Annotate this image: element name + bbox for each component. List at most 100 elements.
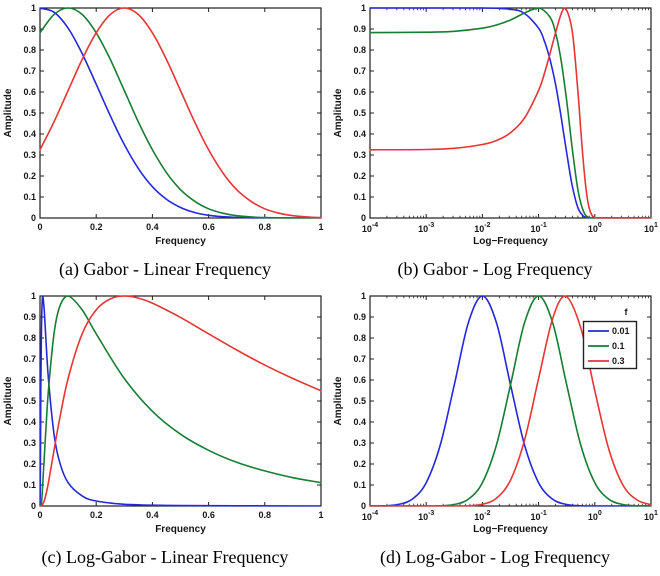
x-axis-label: Frequency — [155, 236, 206, 247]
y-tick-label: 0.6 — [353, 375, 366, 385]
x-tick-label: 0.6 — [202, 222, 215, 232]
y-tick-label: 0.5 — [353, 108, 366, 118]
y-tick-label: 0.7 — [23, 354, 36, 364]
y-tick-label: 0.3 — [353, 150, 366, 160]
y-tick-label: 1 — [31, 291, 36, 301]
y-tick-label: 0 — [31, 213, 36, 223]
x-axis-label: Log−Frequency — [473, 524, 548, 535]
y-tick-label: 0.1 — [23, 480, 36, 490]
curve-f-0.01 — [369, 7, 652, 219]
x-tick-label: 0.4 — [146, 222, 159, 232]
y-axis-label: Amplitude — [3, 376, 14, 425]
y-tick-label: 0.7 — [353, 354, 366, 364]
legend: f 0.01 0.1 0.3 — [582, 307, 638, 370]
x-axis: 0 0.2 0.4 0.6 0.8 1 — [37, 8, 324, 232]
x-tick-label: 0.2 — [90, 510, 103, 520]
y-tick-label: 0.3 — [23, 438, 36, 448]
y-tick-label: 0.9 — [23, 312, 36, 322]
x-tick-label: 0 — [37, 510, 42, 520]
y-tick-label: 0.1 — [23, 192, 36, 202]
y-tick-label: 0.6 — [23, 87, 36, 97]
curve-f-0.3 — [39, 7, 322, 219]
x-tick-label: 0.4 — [146, 510, 159, 520]
y-axis-label: Amplitude — [333, 376, 344, 425]
x-tick-label: 10-2 — [474, 510, 490, 522]
plot-loggabor-linear: 0 0.2 0.4 0.6 0.8 100.10.20.30.40.50.60.70.80… — [3, 291, 324, 535]
subplot-loggabor-log: 10-4 10-3 10-2 10-1 100 101 0 0.1 0.2 0.3 0.4 0.5 0.… — [330, 288, 660, 576]
curve-f-0.1 — [39, 295, 322, 507]
y-tick-label: 0 — [31, 501, 36, 511]
y-tick-label: 0.3 — [23, 150, 36, 160]
y-tick-label: 0.1 — [353, 192, 366, 202]
curve-f-0.01 — [39, 295, 322, 507]
y-tick-label: 0.8 — [23, 333, 36, 343]
y-tick-label: 0.8 — [23, 45, 36, 55]
subplot-gabor-linear: 0 0.2 0.4 0.6 0.8 1 0 0.1 0.2 0.3 0.4 0.5 0.6 0.7 0.8 0… — [0, 0, 330, 288]
y-tick-label: 0.5 — [23, 108, 36, 118]
curve-f-0.1 — [369, 295, 652, 507]
y-tick-label: 0.4 — [353, 417, 366, 427]
y-tick-label: 0.1 — [353, 480, 366, 490]
x-tick-label: 10-1 — [530, 222, 546, 234]
y-tick-label: 0 — [361, 213, 366, 223]
y-tick-label: 0.4 — [23, 417, 36, 427]
curves — [369, 295, 652, 507]
axes-box — [39, 7, 322, 219]
y-tick-label: 0.6 — [353, 87, 366, 97]
x-tick-label: 10-3 — [418, 510, 434, 522]
plot-gabor-linear: 0 0.2 0.4 0.6 0.8 100.10.20.30.40.50.60.70.80… — [3, 3, 324, 247]
x-tick-label: 100 — [588, 510, 602, 522]
legend-label-0.1: 0.1 — [612, 341, 625, 351]
y-tick-label: 0.3 — [353, 438, 366, 448]
y-tick-label: 0.2 — [23, 459, 36, 469]
y-tick-label: 0.4 — [23, 129, 36, 139]
y-tick-label: 0 — [361, 501, 366, 511]
x-tick-label: 0.2 — [90, 222, 103, 232]
y-axis: 0 0.1 0.2 0.3 0.4 0.5 0.6 0.7 0.8 0.9 1 — [353, 3, 651, 223]
y-axis: 0 0.1 0.2 0.3 0.4 0.5 0.6 0.7 0.8 0.9 1 — [23, 3, 321, 223]
y-axis: 0 0.1 0.2 0.3 0.4 0.5 0.6 0.7 0.8 0.9 1 — [353, 291, 651, 511]
curves — [369, 7, 652, 219]
x-tick-label: 0 — [37, 222, 42, 232]
curves — [39, 295, 322, 507]
subplot-loggabor-linear: 0 0.2 0.4 0.6 0.8 1 0 0.1 0.2 0.3 0.4 0.5 0.6 0.7 0.8 0… — [0, 288, 330, 576]
caption-d: (d) Log-Gabor - Log Frequency — [380, 546, 610, 567]
x-tick-label: 10-4 — [362, 222, 378, 234]
x-tick-label: 0.8 — [259, 222, 272, 232]
x-tick-label: 0.8 — [259, 510, 272, 520]
y-tick-label: 0.4 — [353, 129, 366, 139]
x-axis: 0 0.2 0.4 0.6 0.8 1 — [37, 296, 324, 520]
y-tick-label: 0.9 — [353, 24, 366, 34]
curve-f-0.3 — [369, 7, 652, 219]
y-axis-label: Amplitude — [333, 88, 344, 137]
curve-f-0.1 — [369, 7, 652, 219]
y-tick-label: 0.8 — [353, 45, 366, 55]
caption-b: (b) Gabor - Log Frequency — [397, 258, 593, 279]
y-axis: 0 0.1 0.2 0.3 0.4 0.5 0.6 0.7 0.8 0.9 1 — [23, 291, 321, 511]
y-tick-label: 0.8 — [353, 333, 366, 343]
x-tick-label: 100 — [588, 222, 602, 234]
x-axis: 10-4 10-3 10-2 10-1 100 101 — [362, 8, 658, 234]
subplot-gabor-log: 10-4 10-3 10-2 10-1 100 101 0 0.1 0.2 0.3 0.4 0.5 0.… — [330, 0, 660, 288]
legend-label-0.01: 0.01 — [612, 326, 630, 336]
y-tick-label: 0.6 — [23, 375, 36, 385]
x-tick-label: 10-3 — [418, 222, 434, 234]
y-tick-label: 0.5 — [353, 396, 366, 406]
x-tick-label: 0.6 — [202, 510, 215, 520]
caption-a: (a) Gabor - Linear Frequency — [59, 258, 271, 279]
y-tick-label: 0.9 — [353, 312, 366, 322]
x-tick-label: 1 — [318, 222, 323, 232]
curve-f-0.3 — [369, 295, 652, 507]
curve-f-0.3 — [39, 295, 322, 507]
caption-c: (c) Log-Gabor - Linear Frequency — [41, 546, 289, 567]
legend-label-0.3: 0.3 — [612, 356, 625, 366]
plot-gabor-log: 10-4 10-3 10-2 10-1 100 101 0 0.1 0.2 0.3 0.4 0.5 0.… — [333, 3, 658, 247]
x-axis-label: Log−Frequency — [473, 236, 548, 247]
y-tick-label: 1 — [31, 3, 36, 13]
curve-f-0.01 — [39, 7, 322, 219]
y-tick-label: 0.9 — [23, 24, 36, 34]
axes-box — [369, 7, 652, 219]
x-tick-label: 101 — [644, 222, 658, 234]
y-tick-label: 0.5 — [23, 396, 36, 406]
